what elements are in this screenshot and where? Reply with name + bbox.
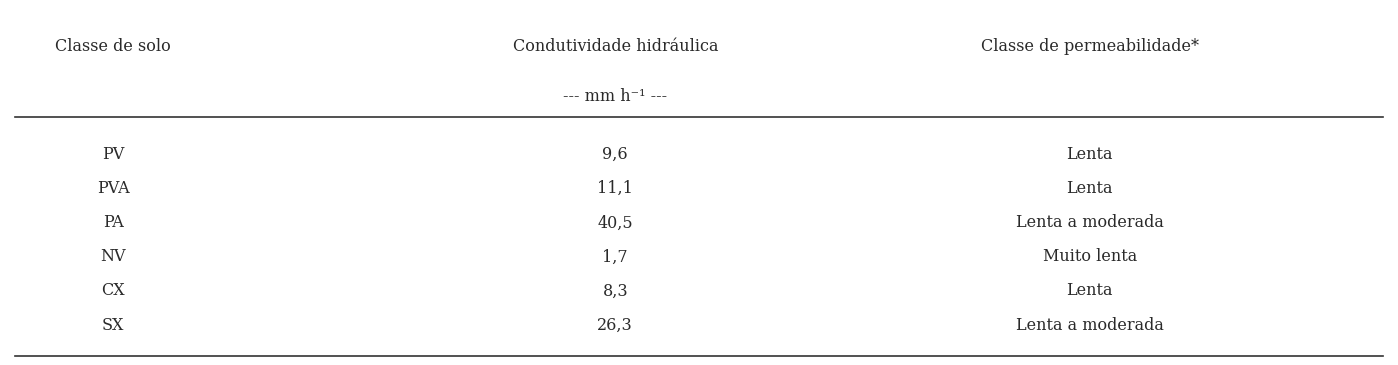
Text: Lenta a moderada: Lenta a moderada <box>1016 214 1163 231</box>
Text: --- mm h⁻¹ ---: --- mm h⁻¹ --- <box>563 88 667 105</box>
Text: 1,7: 1,7 <box>603 249 628 265</box>
Text: 40,5: 40,5 <box>597 214 633 231</box>
Text: CX: CX <box>101 283 124 299</box>
Text: Classe de solo: Classe de solo <box>55 38 171 55</box>
Text: Classe de permeabilidade*: Classe de permeabilidade* <box>980 38 1198 55</box>
Text: PV: PV <box>102 146 124 163</box>
Text: PA: PA <box>102 214 123 231</box>
Text: NV: NV <box>101 249 126 265</box>
Text: Lenta: Lenta <box>1067 180 1113 197</box>
Text: SX: SX <box>102 316 124 334</box>
Text: Muito lenta: Muito lenta <box>1043 249 1137 265</box>
Text: Lenta: Lenta <box>1067 283 1113 299</box>
Text: Condutividade hidráulica: Condutividade hidráulica <box>513 38 719 55</box>
Text: 9,6: 9,6 <box>603 146 628 163</box>
Text: Lenta a moderada: Lenta a moderada <box>1016 316 1163 334</box>
Text: PVA: PVA <box>96 180 130 197</box>
Text: Lenta: Lenta <box>1067 146 1113 163</box>
Text: 11,1: 11,1 <box>597 180 633 197</box>
Text: 8,3: 8,3 <box>603 283 628 299</box>
Text: 26,3: 26,3 <box>597 316 633 334</box>
